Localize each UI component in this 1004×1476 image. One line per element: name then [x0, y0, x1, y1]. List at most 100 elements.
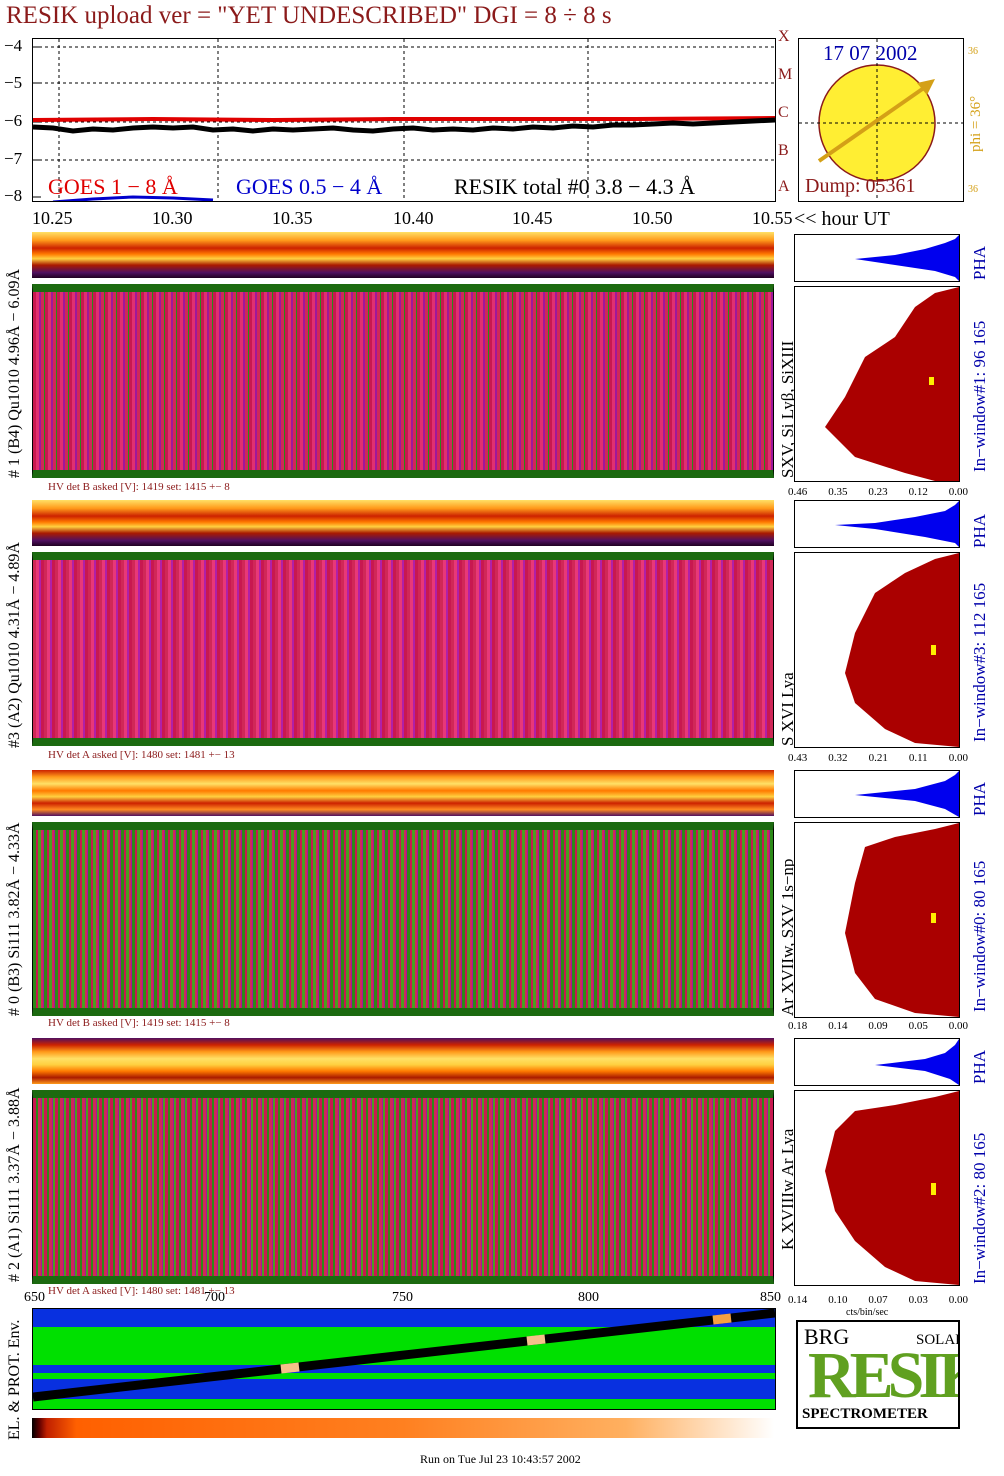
resik-logo: BRG RESIK SOLAR SPECTROMETER [796, 1320, 960, 1429]
hist-tick: 0.18 [788, 1020, 808, 1032]
channel1-hist-ticks: 0.46 0.35 0.23 0.12 0.00 [788, 486, 968, 498]
channel0-histogram [794, 822, 960, 1018]
goes-class-letter: B [778, 142, 789, 159]
time-tick: 10.35 [272, 208, 313, 228]
channel1-window-label: In−window#1: 96 165 [970, 320, 989, 472]
channel2-hist-ticks: 0.14 0.10 0.07 0.03 0.00 [788, 1294, 968, 1306]
time-tick: 10.25 [32, 208, 73, 228]
goes-class-letter: C [778, 104, 789, 121]
hist-tick: 0.21 [868, 752, 888, 764]
goes-ytick: −7 [4, 149, 23, 168]
channel2-window-label: In−window#2: 80 165 [970, 1132, 989, 1284]
hist-tick: 0.14 [828, 1020, 848, 1032]
channel1-pha-plot [794, 234, 960, 282]
hist-tick: 0.00 [948, 486, 968, 498]
hist-tick: 0.35 [828, 486, 848, 498]
sun-disc-svg [799, 39, 963, 201]
channel2-spectrogram [32, 1090, 774, 1284]
time-tick: 10.55 [752, 208, 793, 228]
hist-tick: 0.00 [948, 1294, 968, 1306]
channel1-histogram [794, 286, 960, 482]
bottom-tick: 700 [204, 1290, 225, 1305]
time-axis-label: << hour UT [794, 208, 890, 230]
hist-tick: 0.23 [868, 486, 888, 498]
channel1-spectrogram [32, 284, 774, 478]
goes-short-curve [52, 195, 214, 201]
sun-position-panel: 17 07 2002 Dump: 05361 [798, 38, 964, 202]
resik-total-curve [33, 117, 775, 134]
channel2-pha-label: PHA [970, 1049, 989, 1084]
channel3-spectrogram [32, 552, 774, 746]
goes-class-letter: X [778, 28, 790, 45]
goes-class-letter: M [778, 66, 793, 83]
channel0-hv-note: HV det B asked [V]: 1419 set: 1415 +− 8 [48, 1017, 230, 1029]
time-tick: 10.50 [632, 208, 673, 228]
sun-date: 17 07 2002 [823, 41, 918, 65]
channel2-histogram [794, 1090, 960, 1286]
hist-tick: 0.03 [908, 1294, 928, 1306]
channel3-window-label: In−window#3: 112 165 [970, 582, 989, 742]
channel3-hv-note: HV det A asked [V]: 1480 set: 1481 +− 13 [48, 749, 235, 761]
channel2-hv-note: HV det A asked [V]: 1480 set: 1481 +− 13 [48, 1285, 235, 1297]
channel0-hist-ticks: 0.18 0.14 0.09 0.05 0.00 [788, 1020, 968, 1032]
hist-tick: 0.12 [908, 486, 928, 498]
phi-value-bottom: 36 [968, 184, 978, 195]
goes-ytick: −5 [4, 73, 23, 92]
phi-value-top: 36 [968, 46, 978, 57]
hist-tick: 0.43 [788, 752, 808, 764]
legend-resik-total: RESIK total #0 3.8 − 4.3 Å [454, 174, 695, 199]
goes-ytick: −4 [4, 36, 23, 55]
channel2-pha-plot [794, 1038, 960, 1086]
time-tick: 10.30 [152, 208, 193, 228]
goes-long-curve [33, 116, 775, 123]
channel1-hv-note: HV det B asked [V]: 1419 set: 1415 +− 8 [48, 481, 230, 493]
goes-ytick: −8 [4, 186, 23, 205]
channel0-time-band [32, 770, 774, 816]
hist-tick: 0.11 [908, 752, 928, 764]
hist-xlabel: cts/bin/sec [846, 1307, 889, 1318]
logo-brg: BRG [804, 1324, 850, 1349]
channel0-window-label: In−window#0: 80 165 [970, 860, 989, 1012]
bottom-tick: 850 [760, 1290, 781, 1305]
channel1-pha-label: PHA [970, 245, 989, 280]
page-title: RESIK upload ver = "YET UNDESCRIBED" DGI… [6, 2, 612, 29]
hist-tick: 0.00 [948, 752, 968, 764]
goes-lightcurve-svg [33, 39, 775, 201]
legend-goes-long: GOES 1 − 8 Å [48, 174, 178, 199]
time-tick: 10.40 [393, 208, 434, 228]
channel1-left-label: # 1 (B4) Qu1010 4.96Å − 6.09Å [6, 268, 23, 478]
hist-tick: 0.07 [868, 1294, 888, 1306]
bottom-tick: 650 [24, 1290, 45, 1305]
run-timestamp: Run on Tue Jul 23 10:43:57 2002 [420, 1452, 581, 1466]
goes-class-letter: A [778, 178, 790, 195]
phi-label: phi = 36° [968, 95, 984, 152]
channel3-histogram [794, 552, 960, 748]
hist-tick: 0.05 [908, 1020, 928, 1032]
channel1-time-band [32, 232, 774, 278]
channel3-hist-ticks: 0.43 0.32 0.21 0.11 0.00 [788, 752, 968, 764]
channel3-left-label: #3 (A2) Qu1010 4.31Å − 4.89Å [6, 542, 23, 748]
time-tick: 10.45 [512, 208, 553, 228]
environment-panel [32, 1308, 776, 1410]
channel3-pha-label: PHA [970, 513, 989, 548]
channel0-pha-plot [794, 770, 960, 818]
channel3-time-band [32, 500, 774, 546]
bottom-tick: 800 [578, 1290, 599, 1305]
channel0-pha-label: PHA [970, 781, 989, 816]
logo-solar: SOLAR [916, 1332, 958, 1348]
sun-phi-arrow [817, 81, 933, 163]
hist-tick: 0.46 [788, 486, 808, 498]
bottom-tick: 750 [392, 1290, 413, 1305]
hist-tick: 0.32 [828, 752, 848, 764]
channel0-left-label: # 0 (B3) Si111 3.82Å − 4.33Å [6, 822, 23, 1016]
hist-tick: 0.10 [828, 1294, 848, 1306]
logo-resik: RESIK [808, 1339, 958, 1412]
hist-tick: 0.00 [948, 1020, 968, 1032]
dump-number: Dump: 05361 [805, 175, 916, 197]
color-scale-bar [32, 1418, 774, 1438]
goes-lightcurve-plot [32, 38, 776, 202]
hist-tick: 0.14 [788, 1294, 808, 1306]
goes-ytick: −6 [4, 111, 23, 130]
env-label: EL. & PROT. Env. [6, 1319, 23, 1440]
channel2-time-band [32, 1038, 774, 1084]
